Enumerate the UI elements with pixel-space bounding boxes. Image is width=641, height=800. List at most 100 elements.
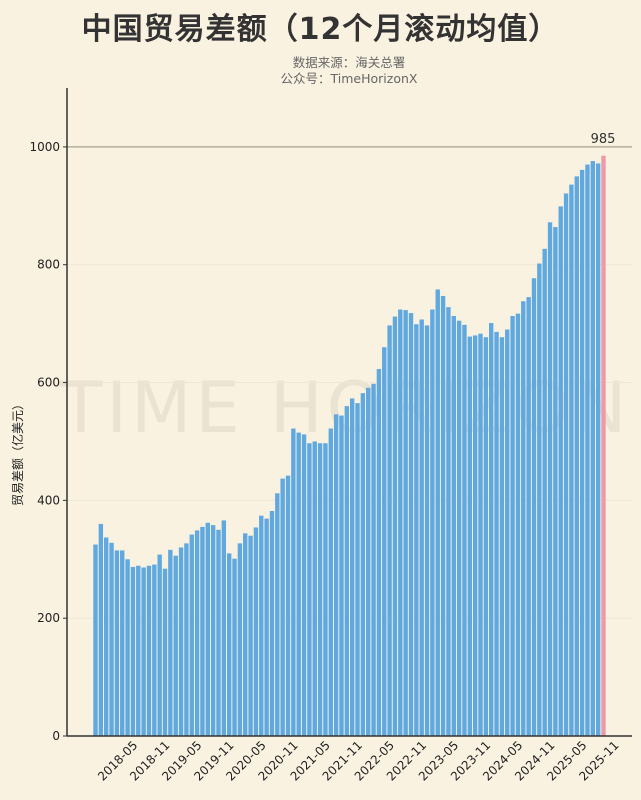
bar-2022-04 bbox=[387, 325, 392, 736]
bar-2018-06 bbox=[141, 567, 146, 736]
bar-2020-06 bbox=[269, 510, 275, 736]
bar-2019-04 bbox=[194, 530, 200, 736]
bar-2025-03 bbox=[574, 176, 579, 736]
bar-2021-07 bbox=[339, 415, 344, 736]
bar-2022-02 bbox=[376, 368, 382, 736]
bar-2023-09 bbox=[478, 333, 483, 736]
bar-2024-08 bbox=[537, 263, 542, 736]
bar-2021-10 bbox=[355, 403, 360, 736]
bar-2020-01 bbox=[243, 533, 248, 736]
bar-2018-07 bbox=[146, 565, 152, 736]
y-tick-label: 400 bbox=[37, 493, 60, 507]
bar-2021-04 bbox=[323, 443, 328, 736]
bar-2023-03 bbox=[446, 307, 451, 736]
bar-2022-07 bbox=[403, 310, 408, 736]
bar-2018-05 bbox=[136, 565, 141, 736]
bar-2018-03 bbox=[125, 559, 130, 736]
bar-2020-08 bbox=[280, 478, 285, 736]
bar-2017-12 bbox=[109, 542, 114, 736]
bar-2020-07 bbox=[275, 493, 280, 736]
bar-2020-10 bbox=[291, 428, 296, 736]
bar-2024-06 bbox=[526, 297, 531, 736]
bar-2019-10 bbox=[226, 553, 232, 736]
bar-2018-10 bbox=[162, 568, 168, 736]
bar-2024-12 bbox=[558, 206, 563, 736]
bar-2025-07 bbox=[595, 163, 601, 737]
bar-2018-01 bbox=[114, 550, 120, 736]
bar-2025-08 bbox=[601, 155, 606, 736]
bar-2017-09 bbox=[93, 544, 98, 736]
bar-2023-02 bbox=[440, 295, 446, 736]
bar-2024-03 bbox=[510, 315, 515, 736]
bar-2019-05 bbox=[200, 526, 205, 736]
bar-2020-02 bbox=[248, 535, 253, 736]
bar-2024-10 bbox=[547, 222, 553, 736]
y-tick-label: 1000 bbox=[29, 140, 60, 154]
bar-2022-10 bbox=[419, 319, 424, 736]
bar-2022-08 bbox=[408, 313, 414, 736]
y-tick-label: 800 bbox=[37, 258, 60, 272]
last-value-label: 985 bbox=[591, 132, 616, 147]
bar-2024-07 bbox=[531, 278, 537, 736]
bar-2018-08 bbox=[152, 564, 157, 736]
bar-2023-05 bbox=[456, 320, 462, 736]
bar-2018-09 bbox=[157, 554, 162, 736]
y-tick-label: 0 bbox=[52, 729, 60, 743]
bar-2021-09 bbox=[349, 398, 355, 736]
bar-2025-06 bbox=[590, 161, 595, 737]
bar-2024-04 bbox=[515, 313, 521, 736]
bar-2019-09 bbox=[221, 520, 227, 736]
bar-2018-02 bbox=[120, 550, 125, 736]
bar-2024-01 bbox=[499, 337, 505, 736]
bar-2020-09 bbox=[285, 475, 291, 736]
bar-2021-05 bbox=[328, 428, 333, 736]
bar-2023-12 bbox=[494, 331, 499, 736]
bar-2022-12 bbox=[430, 309, 435, 736]
bar-2025-02 bbox=[569, 184, 574, 737]
bar-2022-09 bbox=[414, 324, 419, 736]
bar-2025-05 bbox=[585, 164, 590, 737]
bar-2022-01 bbox=[371, 383, 376, 736]
chart-subtitle-source: 数据来源：海关总署 bbox=[292, 55, 406, 70]
bar-2019-01 bbox=[178, 547, 184, 736]
bar-2021-08 bbox=[344, 406, 350, 736]
bar-2019-03 bbox=[189, 534, 194, 736]
bar-2021-12 bbox=[366, 387, 371, 736]
bar-2019-11 bbox=[232, 558, 237, 736]
bar-2023-11 bbox=[489, 323, 494, 736]
bar-2019-08 bbox=[216, 529, 221, 736]
bar-2023-07 bbox=[467, 336, 473, 736]
bar-2022-11 bbox=[424, 325, 430, 736]
y-axis-label: 贸易差额（亿美元） bbox=[10, 398, 25, 506]
y-tick-label: 200 bbox=[37, 611, 60, 625]
bar-2019-02 bbox=[184, 543, 189, 736]
bar-2024-05 bbox=[521, 301, 526, 736]
chart-title: 中国贸易差额（12个月滚动均值） bbox=[81, 12, 560, 47]
bar-2023-01 bbox=[435, 289, 440, 736]
bar-2024-02 bbox=[505, 329, 510, 736]
bar-2019-07 bbox=[210, 525, 216, 736]
bar-2021-06 bbox=[333, 414, 339, 736]
bar-2020-04 bbox=[259, 515, 264, 736]
chart-subtitle-account: 公众号：TimeHorizonX bbox=[280, 71, 418, 86]
bar-2021-02 bbox=[312, 441, 317, 736]
bar-2022-03 bbox=[382, 347, 387, 736]
bar-2020-05 bbox=[264, 518, 269, 736]
bar-2023-04 bbox=[451, 315, 456, 736]
bar-2019-12 bbox=[237, 543, 243, 736]
bar-2022-05 bbox=[392, 316, 398, 736]
bar-2020-11 bbox=[296, 432, 301, 736]
bar-2022-06 bbox=[398, 309, 403, 736]
bar-2025-01 bbox=[563, 193, 569, 736]
bar-2021-11 bbox=[360, 393, 366, 736]
bar-2019-06 bbox=[205, 522, 210, 736]
bar-2023-10 bbox=[483, 337, 489, 736]
bar-2018-04 bbox=[130, 566, 136, 736]
bar-2020-12 bbox=[301, 434, 307, 736]
bar-2018-11 bbox=[168, 549, 173, 736]
bar-2017-10 bbox=[98, 523, 104, 736]
bar-2024-09 bbox=[542, 248, 547, 736]
bar-2020-03 bbox=[253, 527, 259, 736]
bar-2021-01 bbox=[307, 443, 312, 736]
